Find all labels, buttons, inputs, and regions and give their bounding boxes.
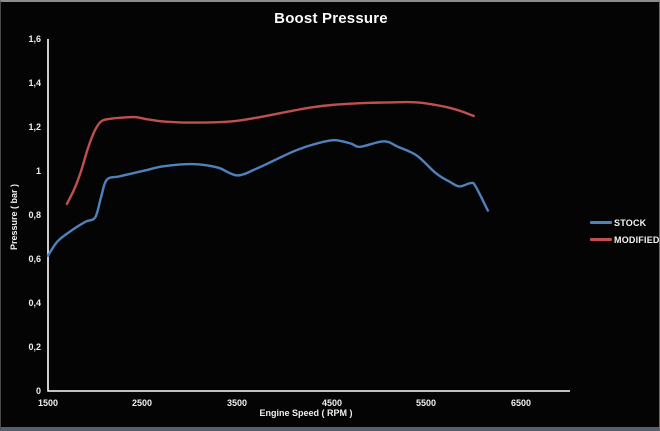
y-tick-label: 1,2 [28,122,41,132]
legend: STOCK MODIFIED [590,217,660,251]
stock-line-swatch-icon [590,221,612,224]
y-tick-label: 0,2 [28,342,41,352]
y-tick-label: 0,8 [28,210,41,220]
y-tick-label: 1 [35,166,41,176]
legend-label: STOCK [614,217,647,228]
y-tick-label: 0 [35,386,41,396]
x-tick-label: 4500 [321,398,343,408]
y-axis-title: Pressure ( bar ) [9,183,19,251]
y-tick-label: 0,4 [28,298,41,308]
axis-lines [47,39,570,392]
x-tick-label: 2500 [131,398,153,408]
x-tick-label: 6500 [510,398,532,408]
legend-item-modified: MODIFIED [590,234,660,245]
modified-line-swatch-icon [590,238,612,241]
legend-item-stock: STOCK [590,217,659,228]
x-tick-label: 3500 [226,398,248,408]
chart-title: Boost Pressure [274,10,388,27]
series-line-stock [46,138,490,257]
series-line-modified [65,100,475,206]
y-tick-label: 1,4 [28,78,41,88]
y-tick-label: 0,6 [28,254,41,264]
legend-label: MODIFIED [614,234,660,245]
x-tick-label: 1500 [37,398,59,408]
x-axis-title: Engine Speed ( RPM ) [259,408,353,418]
y-tick-label: 1,6 [28,34,41,44]
x-tick-label: 5500 [415,398,437,408]
